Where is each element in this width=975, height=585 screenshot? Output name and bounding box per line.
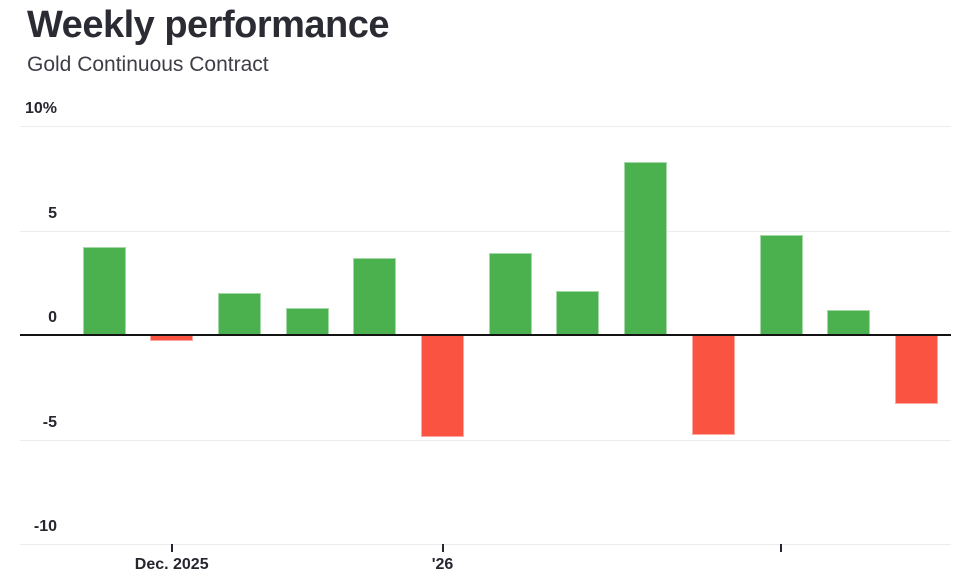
y-axis-label: 10% (24, 100, 57, 117)
y-axis-label: 5 (48, 204, 57, 222)
x-axis-tick (170, 544, 173, 552)
bar-positive[interactable] (556, 291, 600, 335)
bar-positive[interactable] (759, 234, 803, 335)
bar-negative[interactable] (894, 335, 938, 404)
bar-positive[interactable] (827, 309, 871, 335)
bar-positive[interactable] (217, 293, 261, 335)
plot-area: 10% 5 0 -5 -10 Dec. 2025 '26 (20, 100, 951, 573)
gridline (20, 126, 951, 127)
x-axis-tick-label: Dec. 2025 (134, 556, 209, 573)
bar-negative[interactable] (421, 335, 464, 438)
gridline (20, 440, 951, 441)
x-axis-tick (780, 544, 782, 552)
bar-positive[interactable] (353, 257, 397, 335)
bar-positive[interactable] (285, 307, 329, 335)
gridline (20, 544, 951, 545)
bar-positive[interactable] (488, 253, 532, 335)
zero-axis-line (20, 334, 951, 336)
chart-subtitle: Gold Continuous Contract (27, 53, 269, 76)
y-axis-label: -5 (42, 413, 57, 431)
x-axis-tick-label: '26 (431, 556, 454, 573)
y-axis-label: -10 (33, 518, 57, 535)
y-axis-label: 0 (48, 309, 57, 326)
bar-negative[interactable] (691, 335, 735, 436)
bar-positive[interactable] (82, 247, 126, 335)
x-axis-tick (441, 544, 444, 552)
gridline (20, 231, 951, 232)
bar-positive[interactable] (624, 161, 668, 335)
chart-title: Weekly performance (27, 4, 390, 46)
